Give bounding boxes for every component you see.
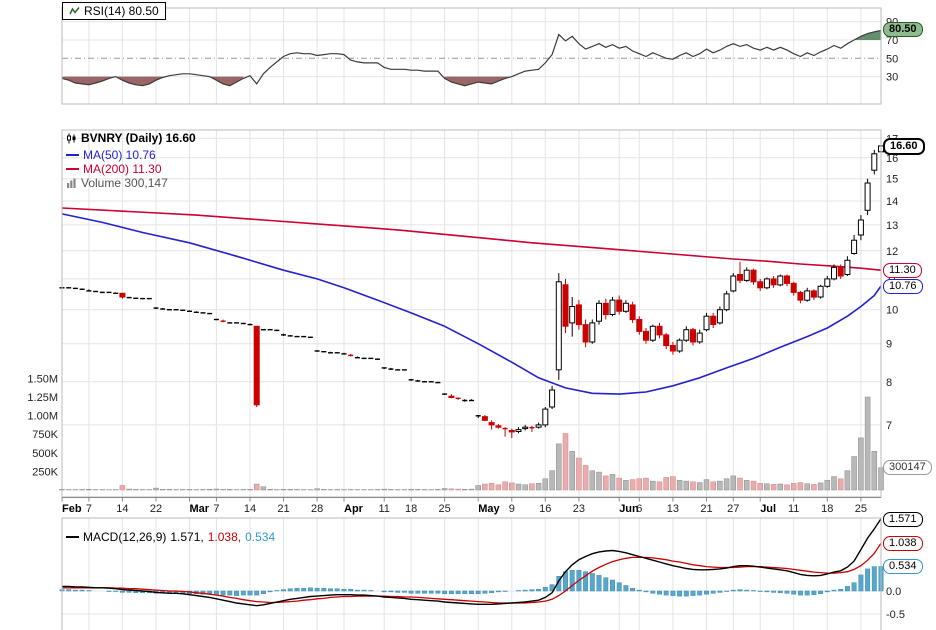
svg-text:250K: 250K	[32, 466, 58, 478]
volume-legend-label: Volume 300,147	[81, 176, 168, 190]
volume-legend: Volume 300,147	[66, 176, 168, 190]
rsi-gridlines: 90705030	[62, 17, 898, 84]
ma50-legend: MA(50) 10.76	[66, 148, 156, 162]
svg-text:750K: 750K	[32, 429, 58, 441]
svg-text:27: 27	[727, 503, 739, 515]
ma-lines	[61, 207, 882, 395]
svg-text:21: 21	[700, 503, 712, 515]
svg-text:28: 28	[311, 503, 323, 515]
svg-text:9: 9	[509, 503, 515, 515]
svg-text:22: 22	[150, 503, 162, 515]
rsi-legend-label: RSI(14) 80.50	[84, 4, 159, 18]
svg-text:12: 12	[886, 246, 898, 258]
last-price-badge: 16.60	[883, 138, 925, 155]
svg-text:11: 11	[378, 503, 389, 515]
ma200-line-swatch	[66, 168, 79, 170]
macd-hist-badge: 0.534	[883, 559, 923, 574]
svg-text:7: 7	[886, 420, 892, 432]
ma50-legend-label: MA(50) 10.76	[83, 148, 156, 162]
svg-text:7: 7	[86, 503, 92, 515]
svg-text:0.0: 0.0	[886, 586, 901, 598]
symbol-legend-label: BVNRY (Daily) 16.60	[81, 131, 196, 145]
macd-legend: MACD(12,26,9) 1.571, 1.038, 0.534	[66, 530, 275, 544]
volume-axis-labels: 1.50M 1.25M 1.00M 750K 500K 250K	[27, 373, 58, 478]
rsi-icon	[69, 6, 80, 16]
svg-text:70: 70	[886, 35, 898, 47]
macd-value-signal: 1.038,	[207, 530, 242, 544]
macd-signal-badge: 1.038	[883, 536, 923, 551]
svg-text:Mar: Mar	[190, 503, 210, 515]
ma50-value-badge: 10.76	[883, 279, 923, 294]
svg-text:21: 21	[277, 503, 289, 515]
svg-text:-0.5: -0.5	[886, 609, 905, 621]
svg-text:30: 30	[886, 72, 898, 84]
rsi-series	[61, 29, 882, 87]
svg-text:500K: 500K	[32, 448, 58, 460]
svg-text:15: 15	[886, 174, 898, 186]
macd-legend-name: MACD(12,26,9)	[83, 530, 167, 544]
svg-text:13: 13	[667, 503, 679, 515]
svg-text:Feb: Feb	[62, 503, 82, 515]
svg-text:16: 16	[886, 153, 898, 165]
svg-text:May: May	[478, 503, 500, 515]
svg-text:1.00M: 1.00M	[27, 411, 58, 423]
svg-text:1.50M: 1.50M	[27, 373, 58, 385]
svg-text:8: 8	[886, 377, 892, 389]
volume-value-badge: 300147	[883, 460, 932, 475]
volume-bars	[59, 396, 884, 491]
macd-value-macd: 1.571,	[170, 530, 204, 544]
ma200-legend-label: MA(200) 11.30	[83, 162, 162, 176]
svg-text:18: 18	[821, 503, 833, 515]
ma200-legend: MA(200) 11.30	[66, 162, 162, 176]
symbol-legend: BVNRY (Daily) 16.60	[66, 131, 196, 145]
svg-text:14: 14	[244, 503, 256, 515]
svg-text:50: 50	[886, 53, 898, 65]
volume-icon	[66, 178, 77, 188]
rsi-legend: RSI(14) 80.50	[62, 2, 166, 20]
svg-text:18: 18	[405, 503, 417, 515]
svg-text:10: 10	[886, 305, 898, 317]
svg-text:Jun: Jun	[619, 503, 639, 515]
svg-text:6: 6	[636, 503, 642, 515]
macd-line-swatch	[66, 536, 79, 538]
ma50-line-swatch	[66, 154, 79, 156]
svg-text:1.25M: 1.25M	[27, 392, 58, 404]
svg-text:25: 25	[855, 503, 867, 515]
candles	[59, 140, 884, 439]
ma200-value-badge: 11.30	[883, 263, 922, 278]
svg-text:9: 9	[886, 339, 892, 351]
macd-line-badge: 1.571	[883, 512, 923, 527]
macd-lines	[62, 518, 882, 607]
svg-text:14: 14	[116, 503, 128, 515]
svg-text:13: 13	[886, 220, 898, 232]
svg-text:16: 16	[539, 503, 551, 515]
price-chart-icon	[66, 133, 77, 144]
svg-text:Jul: Jul	[760, 503, 776, 515]
svg-text:14: 14	[886, 196, 898, 208]
svg-text:25: 25	[438, 503, 450, 515]
svg-text:Apr: Apr	[344, 503, 364, 515]
svg-text:7: 7	[213, 503, 219, 515]
svg-text:23: 23	[573, 503, 585, 515]
rsi-value-badge: 80.50	[883, 22, 923, 37]
svg-text:11: 11	[788, 503, 799, 515]
macd-value-hist: 0.534	[245, 530, 276, 544]
